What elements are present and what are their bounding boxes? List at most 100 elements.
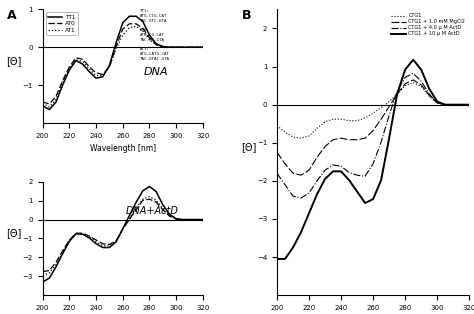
AT1 [87,67,92,71]
Text: A: A [7,9,17,22]
CTG1 + 4.0 μ M ActD [370,162,376,165]
CTG1 [354,119,360,122]
CTG1 [330,117,336,121]
CTG1 + 1.0 mM MgCl2 [330,138,336,142]
AT1 [107,65,112,69]
AT1 [140,29,146,33]
TT1 [187,45,192,49]
CTG1 + 1.0 mM MgCl2 [386,105,392,108]
CTG1 + 10 μ M ActD [402,68,408,72]
CTG1 + 1.0 mM MgCl2 [290,171,296,175]
CTG1 + 1.0 mM MgCl2 [322,145,328,149]
AT0 [113,45,119,48]
TT1 [80,62,86,66]
CTG1 + 10 μ M ActD [450,103,456,106]
CTG1 + 10 μ M ActD [362,201,368,205]
CTG1 + 1.0 mM MgCl2 [314,155,320,159]
AT1 [113,46,119,50]
CTG1 + 1.0 mM MgCl2 [298,173,304,177]
CTG1 [419,84,424,88]
CTG1 + 10 μ M ActD [330,170,336,173]
AT0 [66,65,72,69]
CTG1 + 4.0 μ M ActD [442,103,448,106]
CTG1 + 10 μ M ActD [306,211,312,215]
CTG1 [370,111,376,115]
TT1 [66,68,72,72]
CTG1 [314,127,320,130]
AT1 [66,67,72,71]
Line: TT1: TT1 [43,16,203,110]
CTG1 + 10 μ M ActD [314,192,320,196]
CTG1 + 4.0 μ M ActD [330,163,336,167]
CTG1 [274,124,280,127]
Legend: CTG1, CTG1 + 1.0 mM MgCl2, CTG1 + 4.0 μ M ActD, CTG1 + 10 μ M ActD: CTG1, CTG1 + 1.0 mM MgCl2, CTG1 + 4.0 μ … [390,12,467,38]
AT1 [127,26,132,30]
AT0 [120,27,126,31]
TT1 [160,45,166,48]
AT1 [167,45,173,49]
CTG1 [402,84,408,88]
AT0 [160,45,166,49]
AT1 [180,45,186,49]
AT0 [53,95,59,98]
Text: B: B [242,9,251,22]
TT1 [200,45,206,49]
AT1 [46,105,52,109]
CTG1 [386,100,392,104]
AT1 [133,24,139,28]
TT1 [127,14,132,18]
CTG1 + 10 μ M ActD [466,103,472,106]
CTG1 + 4.0 μ M ActD [354,173,360,177]
CTG1 + 1.0 mM MgCl2 [419,83,424,87]
Y-axis label: [Θ]: [Θ] [241,142,256,152]
CTG1 + 1.0 mM MgCl2 [410,78,416,82]
AT1 [153,43,159,47]
CTG1 + 10 μ M ActD [410,58,416,62]
CTG1 + 4.0 μ M ActD [362,174,368,178]
Line: AT0: AT0 [43,24,203,104]
CTG1 + 10 μ M ActD [338,170,344,173]
AT1 [80,60,86,63]
CTG1 [282,130,288,134]
CTG1 [458,103,464,106]
CTG1 + 10 μ M ActD [346,178,352,182]
CTG1 + 1.0 mM MgCl2 [458,103,464,106]
Line: AT1: AT1 [43,26,203,107]
AT0 [187,45,192,49]
AT0 [127,22,132,26]
AT1 [146,38,152,41]
TT1 [146,33,152,37]
CTG1 [466,103,472,106]
AT0 [93,71,99,75]
CTG1 + 4.0 μ M ActD [458,103,464,106]
CTG1 + 4.0 μ M ActD [419,79,424,83]
TT1 [100,75,106,78]
CTG1 [362,116,368,120]
CTG1 [378,106,384,110]
CTG1 + 10 μ M ActD [282,257,288,261]
Line: CTG1 + 4.0 μ M ActD: CTG1 + 4.0 μ M ActD [277,73,469,198]
CTG1 + 10 μ M ActD [442,103,448,106]
CTG1 + 4.0 μ M ActD [378,140,384,144]
TT1 [140,20,146,24]
AT1 [187,45,192,49]
AT0 [173,45,179,49]
TT1 [46,108,52,111]
AT1 [173,45,179,49]
CTG1 + 10 μ M ActD [419,68,424,72]
TT1 [87,70,92,74]
TT1 [60,83,65,87]
CTG1 + 4.0 μ M ActD [466,103,472,106]
Text: TT1:
ATG-CTG-CAT
TAC-GTC-GTA

AT0:
ATG-CG-CAT
TAC-GC-GTA

AT1:
ATG-CATG-CAT
TAC-: TT1: ATG-CTG-CAT TAC-GTC-GTA AT0: ATG-CG… [140,9,170,61]
CTG1 [426,95,432,98]
CTG1 + 1.0 mM MgCl2 [466,103,472,106]
AT1 [200,45,206,49]
CTG1 + 4.0 μ M ActD [282,183,288,187]
AT0 [193,45,199,49]
CTG1 + 10 μ M ActD [394,92,400,96]
TT1 [120,21,126,24]
CTG1 + 10 μ M ActD [298,230,304,234]
CTG1 + 1.0 mM MgCl2 [362,136,368,140]
CTG1 + 4.0 μ M ActD [450,103,456,106]
CTG1 + 1.0 mM MgCl2 [434,101,440,105]
